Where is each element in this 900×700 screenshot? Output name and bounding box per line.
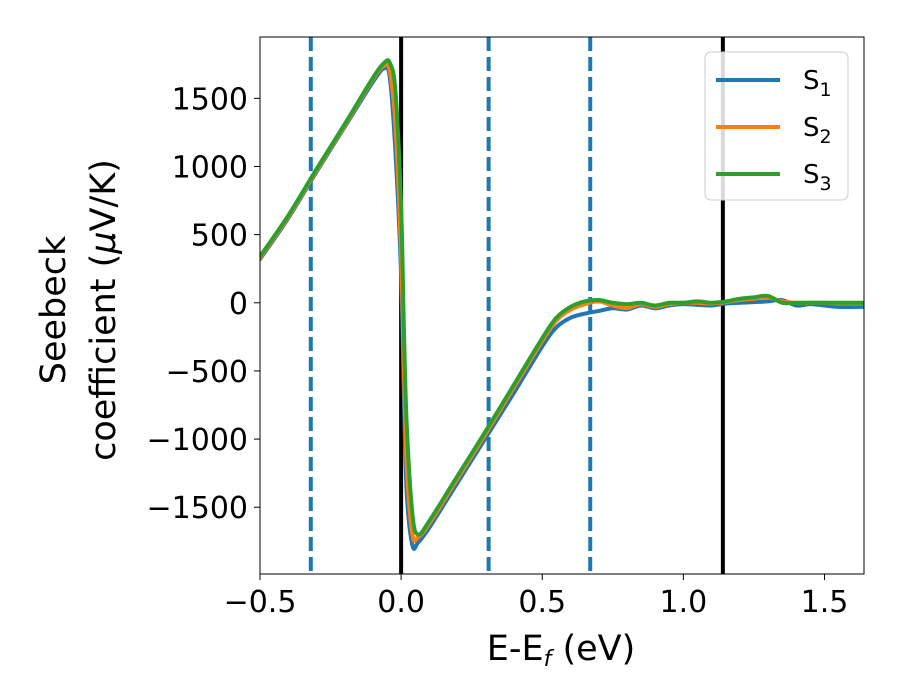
- x-axis-title: E-Ef (eV): [487, 629, 636, 672]
- x-axis-ticks: −0.5 0.0 0.5 1.0 1.5: [224, 574, 849, 620]
- x-tick-label: 1.5: [801, 585, 849, 620]
- x-axis-title-suffix: (eV): [551, 629, 635, 669]
- legend-label-s2: S2: [803, 113, 832, 148]
- series-line-s3: [260, 58, 864, 537]
- y-tick-label: 500: [191, 219, 248, 254]
- y-axis-title-line2-pre: coefficient (: [84, 254, 124, 461]
- legend-label-s1: S1: [803, 66, 832, 101]
- y-tick-label: 1000: [172, 150, 248, 185]
- y-tick-label: −1000: [147, 423, 248, 458]
- y-axis-title-mu: μ: [84, 231, 124, 254]
- y-axis-title-line1: Seebeck: [34, 235, 74, 384]
- y-axis-title: Seebeck coefficient (μV/K): [34, 159, 124, 461]
- y-tick-label: −500: [166, 355, 248, 390]
- y-tick-label: 0: [229, 287, 248, 322]
- y-tick-label: 1500: [172, 82, 248, 117]
- x-tick-label: 0.0: [377, 585, 425, 620]
- legend-label-s3: S3: [803, 160, 832, 195]
- y-axis-title-line2: coefficient (μV/K): [84, 159, 124, 461]
- x-tick-label: −0.5: [224, 585, 297, 620]
- y-axis-title-line2-post: V/K): [84, 159, 124, 231]
- plot-frame: [259, 36, 865, 575]
- x-axis-title-sub: f: [544, 647, 555, 672]
- x-tick-label: 0.5: [518, 585, 566, 620]
- series-lines: [260, 58, 864, 551]
- y-tick-label: −1500: [147, 491, 248, 526]
- x-tick-label: 1.0: [660, 585, 708, 620]
- y-axis-ticks: 1500 1000 500 0 −500 −1000 −1500: [147, 82, 260, 526]
- legend: S1 S2 S3: [704, 51, 849, 201]
- x-axis-title-main: E-E: [487, 629, 544, 669]
